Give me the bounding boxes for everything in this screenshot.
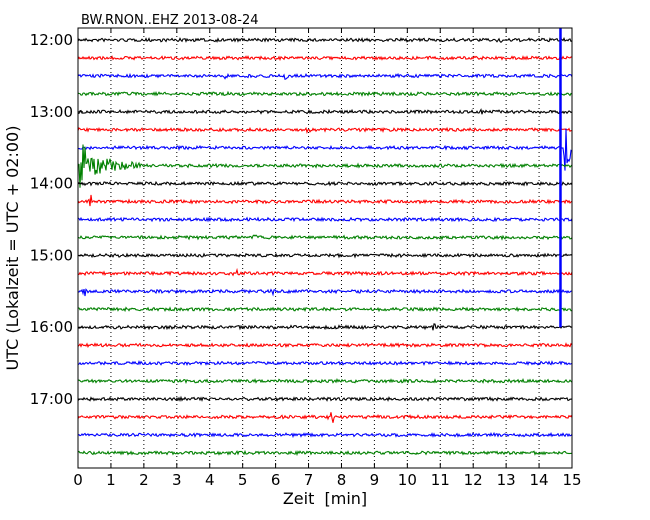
trace-line bbox=[77, 55, 573, 62]
trace-line bbox=[77, 194, 573, 207]
trace-line bbox=[77, 144, 573, 188]
trace-line bbox=[77, 90, 573, 97]
trace-line bbox=[77, 234, 573, 241]
trace-line bbox=[77, 449, 573, 457]
trace-line bbox=[77, 267, 573, 277]
x-tick-label: 0 bbox=[73, 471, 83, 489]
trace-line bbox=[77, 72, 573, 81]
trace-line bbox=[77, 395, 573, 402]
y-tick-label: 12:00 bbox=[30, 31, 73, 49]
y-tick-label: 16:00 bbox=[30, 318, 73, 336]
x-tick-label: 15 bbox=[562, 471, 581, 489]
x-tick-label: 8 bbox=[337, 471, 347, 489]
y-tick-label: 15:00 bbox=[30, 246, 73, 264]
trace-line bbox=[77, 180, 573, 187]
trace-line bbox=[77, 359, 573, 367]
trace-line bbox=[77, 431, 573, 439]
trace-line bbox=[77, 108, 573, 115]
trace-line bbox=[77, 412, 573, 423]
y-tick-label: 14:00 bbox=[30, 175, 73, 193]
trace-line bbox=[77, 216, 573, 223]
x-tick-label: 12 bbox=[464, 471, 483, 489]
trace-line bbox=[77, 126, 573, 134]
grid-lines bbox=[110, 28, 540, 468]
x-tick-label: 7 bbox=[304, 471, 314, 489]
y-axis-label: UTC (Lokalzeit = UTC + 02:00) bbox=[3, 126, 22, 371]
trace-line bbox=[77, 377, 573, 385]
trace-line bbox=[77, 342, 573, 349]
x-axis-label: Zeit [min] bbox=[283, 489, 367, 508]
x-tick-label: 4 bbox=[205, 471, 215, 489]
x-tick-label: 11 bbox=[431, 471, 450, 489]
trace-group bbox=[77, 28, 573, 457]
x-tick-label: 1 bbox=[106, 471, 116, 489]
y-tick-label: 13:00 bbox=[30, 103, 73, 121]
trace-line bbox=[77, 323, 573, 331]
trace-line bbox=[77, 252, 573, 259]
trace-line bbox=[77, 37, 573, 44]
trace-line bbox=[77, 128, 573, 171]
y-axis: 12:00 13:00 14:00 15:00 16:00 17:00 bbox=[30, 31, 83, 408]
x-tick-label: 9 bbox=[370, 471, 380, 489]
x-tick-label: 3 bbox=[172, 471, 182, 489]
x-tick-label: 5 bbox=[238, 471, 248, 489]
x-tick-label: 10 bbox=[398, 471, 417, 489]
x-tick-label: 14 bbox=[530, 471, 549, 489]
plot-frame bbox=[77, 27, 573, 469]
y-tick-label: 17:00 bbox=[30, 390, 73, 408]
x-axis: 0 1 2 3 4 5 6 7 8 9 10 11 12 13 14 15 bbox=[73, 28, 582, 489]
trace-line bbox=[77, 306, 572, 313]
trace-line bbox=[77, 288, 573, 297]
x-tick-label: 6 bbox=[271, 471, 281, 489]
chart-title: BW.RNON..EHZ 2013-08-24 bbox=[81, 13, 259, 28]
x-tick-label: 2 bbox=[139, 471, 149, 489]
x-tick-label: 13 bbox=[497, 471, 516, 489]
